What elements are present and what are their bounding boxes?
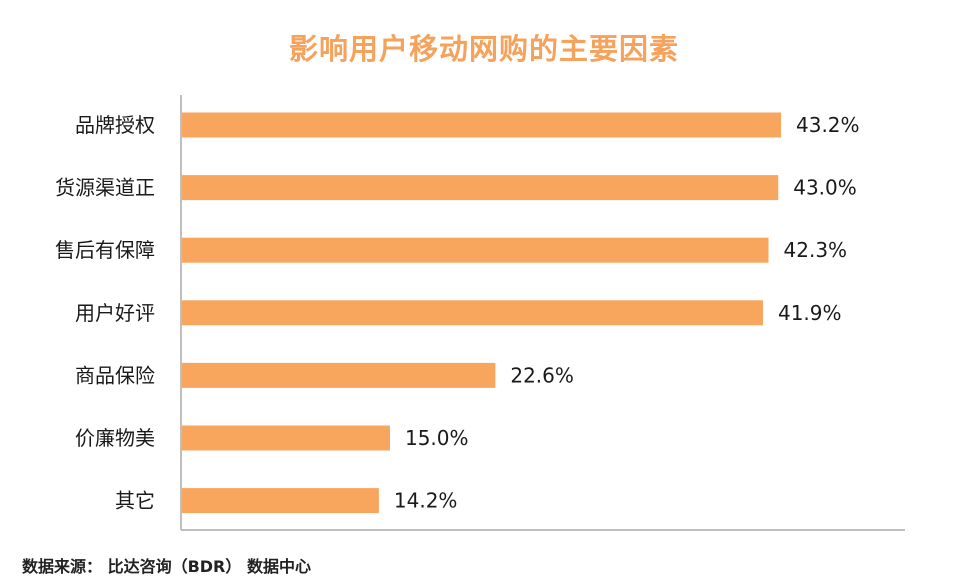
- bar-2: [182, 175, 779, 201]
- value-label-2: 43.0%: [793, 176, 857, 200]
- value-label-4: 41.9%: [778, 301, 842, 325]
- bar-5: [182, 362, 496, 388]
- category-label-7: 其它: [115, 489, 155, 513]
- data-source-note: 数据来源： 比达咨询（BDR） 数据中心: [22, 557, 311, 576]
- bar-7: [182, 488, 379, 514]
- value-label-6: 15.0%: [405, 426, 469, 450]
- category-label-5: 商品保险: [75, 363, 155, 387]
- category-label-2: 货源渠道正: [55, 176, 155, 200]
- category-label-3: 售后有保障: [55, 238, 155, 262]
- category-label-4: 用户好评: [75, 301, 155, 325]
- value-label-1: 43.2%: [796, 113, 860, 137]
- value-label-3: 42.3%: [784, 238, 848, 262]
- bar-6: [182, 425, 390, 451]
- bar-1: [182, 112, 781, 138]
- category-label-1: 品牌授权: [75, 113, 155, 137]
- value-label-7: 14.2%: [394, 489, 458, 513]
- bar-4: [182, 300, 763, 326]
- category-label-6: 价廉物美: [75, 426, 155, 450]
- bar-3: [182, 237, 769, 263]
- value-label-5: 22.6%: [510, 363, 574, 387]
- chart-title: 影响用户移动网购的主要因素: [288, 32, 679, 66]
